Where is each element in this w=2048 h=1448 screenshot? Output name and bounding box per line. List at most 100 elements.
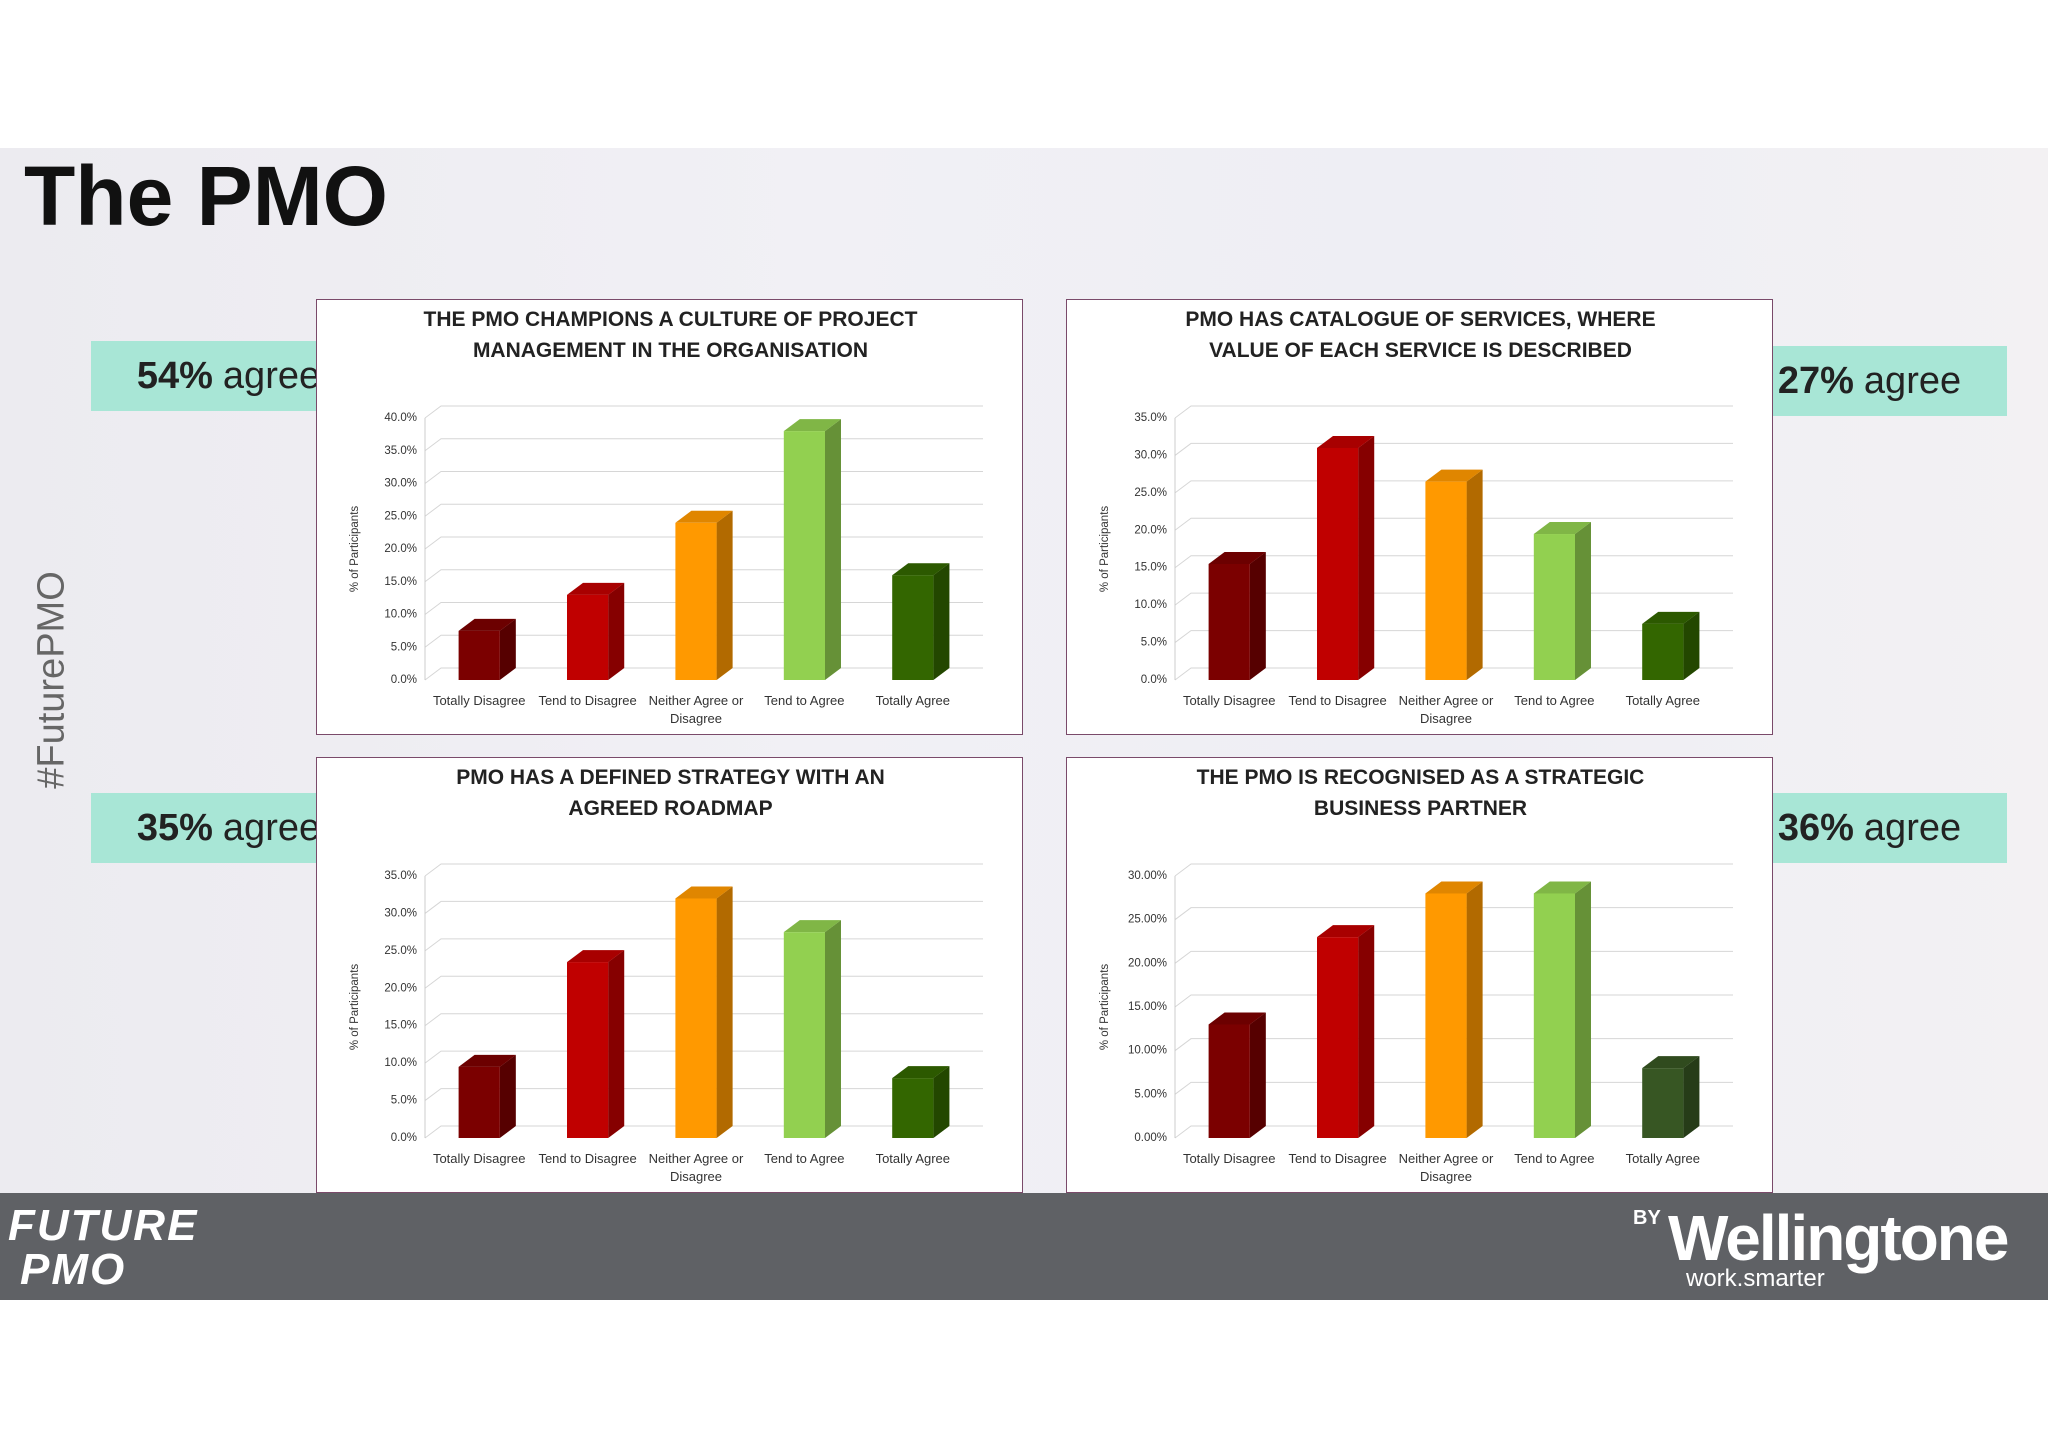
x-tick-label: Totally Disagree xyxy=(1182,1151,1276,1166)
bar-side-shade xyxy=(608,950,625,1138)
bar-top xyxy=(1533,522,1591,535)
x-tick-label: Totally Disagree xyxy=(432,693,526,708)
x-tick-label: Totally Agree xyxy=(1625,1151,1701,1166)
x-tick-label: Tend to Disagree xyxy=(538,1151,637,1166)
bar-side-shade xyxy=(1683,611,1700,680)
y-tick-label: 30.0% xyxy=(1134,449,1167,461)
y-tick-label: 15.0% xyxy=(384,576,417,588)
bar-side-shade xyxy=(1466,469,1483,680)
bar-side xyxy=(933,1066,950,1138)
chart: 0.0% 5.0% 10.0% 15.0% 20.0% 25.0% 30.0% 35.0% % … xyxy=(1099,405,1733,686)
slide-title: The PMO xyxy=(24,149,389,243)
bar-top xyxy=(675,886,733,899)
bar-top-shade xyxy=(567,582,625,595)
chart: 0.00% 5.00% 10.00% 15.00% 20.00% 25.00% 30.00%… xyxy=(1099,863,1733,1144)
y-tick-label: 30.00% xyxy=(1128,870,1167,882)
x-tick-label: Tend to Agree xyxy=(1514,1151,1595,1166)
y-tick-label: 10.0% xyxy=(384,1057,417,1069)
y-tick-label: 15.00% xyxy=(1128,1001,1167,1013)
bar xyxy=(783,932,825,1138)
x-tick-label: Tend to Disagree xyxy=(1288,1151,1387,1166)
y-tick-label: 0.0% xyxy=(391,674,417,686)
bar xyxy=(1425,893,1467,1138)
chart-box: 0.0% 5.0% 10.0% 15.0% 20.0% 25.0% 30.0% 35.0% % … xyxy=(1066,299,1773,735)
bar-top xyxy=(1425,469,1483,482)
bar-top xyxy=(1642,1056,1700,1069)
bar-side xyxy=(1466,881,1483,1138)
x-tick-label: Neither Agree or Disagree xyxy=(648,1151,744,1184)
grid-line xyxy=(424,471,983,484)
y-tick-label: 25.0% xyxy=(384,945,417,957)
logo-text: PMO xyxy=(20,1245,127,1294)
logo-text: FUTURE xyxy=(8,1201,199,1250)
chart-box: 0.0% 5.0% 10.0% 15.0% 20.0% 25.0% 30.0% 35.0% % … xyxy=(316,757,1023,1193)
brand-tagline: work.smarter xyxy=(1686,1265,1825,1292)
x-tick-label: Totally Agree xyxy=(875,693,951,708)
bar-side-shade xyxy=(1574,881,1591,1138)
bar xyxy=(1642,623,1684,680)
chart-title: PMO HAS CATALOGUE OF SERVICES, WHERE VAL… xyxy=(1185,308,1656,362)
bar-side xyxy=(1574,881,1591,1138)
badge-word: agree xyxy=(1863,359,1962,402)
bar-side xyxy=(608,582,625,680)
x-tick-label: Tend to Agree xyxy=(764,693,845,708)
x-tick-label: Totally Agree xyxy=(875,1151,951,1166)
chart-title: THE PMO IS RECOGNISED AS A STRATEGIC BUS… xyxy=(1196,766,1645,820)
bar xyxy=(892,1078,934,1138)
bar-side-shade xyxy=(608,582,625,680)
bar-top-shade xyxy=(458,618,516,631)
bar xyxy=(1533,893,1575,1138)
bar xyxy=(567,594,609,680)
bar-side-shade xyxy=(933,563,950,680)
bar xyxy=(1208,1024,1250,1138)
bar xyxy=(892,575,934,680)
bar-top xyxy=(675,510,733,523)
agree-badge: 36% agree xyxy=(1732,793,2007,863)
bar xyxy=(675,522,717,680)
y-axis-label: % of Participants xyxy=(349,506,361,593)
badge-percent: 35% xyxy=(136,806,213,849)
bar xyxy=(675,898,717,1138)
x-tick-label: Tend to Agree xyxy=(764,1151,845,1166)
y-tick-label: 20.0% xyxy=(384,982,417,994)
y-tick-label: 0.0% xyxy=(1141,674,1167,686)
badge-percent: 54% xyxy=(136,354,213,397)
agree-badge: 27% agree xyxy=(1732,346,2007,416)
bar-side xyxy=(608,950,625,1138)
bar xyxy=(783,431,825,680)
badge-word: agree xyxy=(222,354,321,397)
x-tick-label: Totally Disagree xyxy=(1182,693,1276,708)
grid-line xyxy=(424,405,983,419)
chart-box: 0.0% 5.0% 10.0% 15.0% 20.0% 25.0% 30.0% 35.0% 40… xyxy=(316,299,1023,735)
bar-side xyxy=(1683,611,1700,680)
bar-side-shade xyxy=(1466,881,1483,1138)
bar-top xyxy=(892,563,950,576)
bar-side xyxy=(1249,1012,1266,1138)
bar-top-shade xyxy=(892,563,950,576)
bar-side xyxy=(1574,522,1591,680)
x-tick-label: Neither Agree or Disagree xyxy=(648,693,744,726)
bar-top-shade xyxy=(1317,435,1375,448)
bar xyxy=(1533,534,1575,680)
y-tick-label: 0.0% xyxy=(391,1132,417,1144)
y-tick-label: 0.00% xyxy=(1134,1132,1167,1144)
bar-top-shade xyxy=(892,1066,950,1079)
bar-side-shade xyxy=(1249,551,1266,680)
bar xyxy=(1208,563,1250,680)
bar-top xyxy=(1533,881,1591,894)
bar xyxy=(1317,447,1359,680)
bar-top-shade xyxy=(675,886,733,899)
y-tick-label: 10.0% xyxy=(384,609,417,621)
bar-top-shade xyxy=(1208,1012,1266,1025)
brand: Wellingtone xyxy=(1668,1202,2009,1274)
brand-by: BY xyxy=(1633,1207,1661,1229)
y-tick-label: 20.0% xyxy=(384,543,417,555)
chart: 0.0% 5.0% 10.0% 15.0% 20.0% 25.0% 30.0% 35.0% 40… xyxy=(349,405,983,686)
bar-side-shade xyxy=(824,920,841,1138)
bar xyxy=(1425,481,1467,680)
bar-side xyxy=(1358,435,1375,680)
bar-side xyxy=(499,618,516,680)
bar-top xyxy=(1317,435,1375,448)
grid-line xyxy=(1174,517,1733,531)
